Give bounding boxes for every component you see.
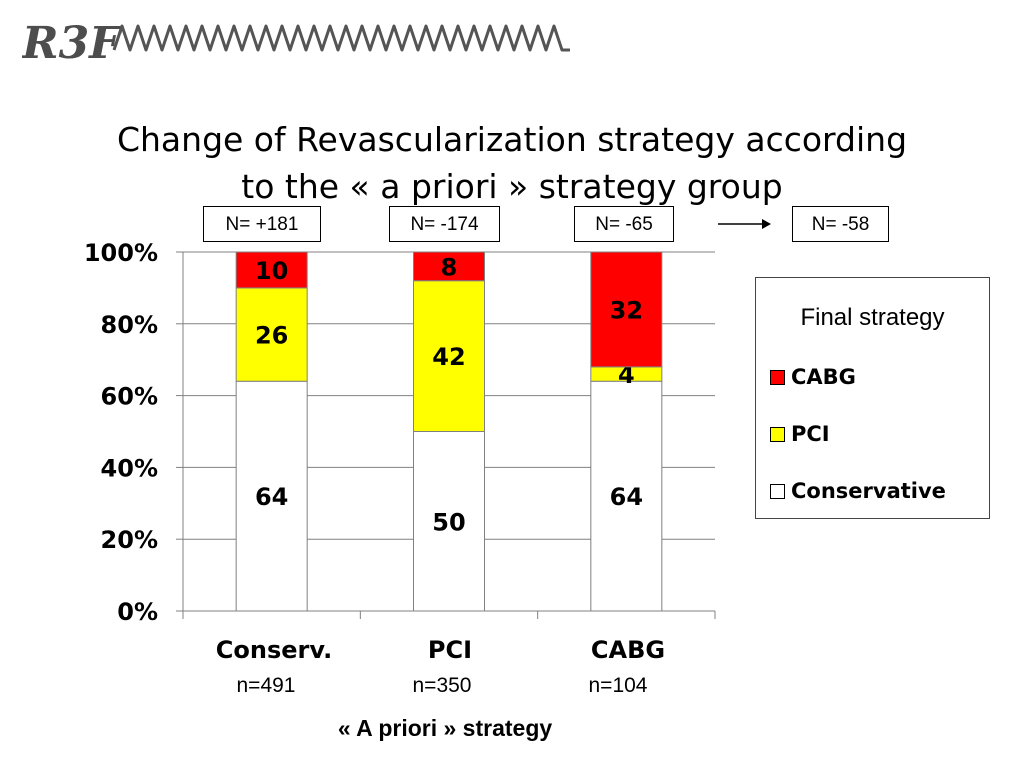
x-axis-title: « A priori » strategy [337, 715, 553, 741]
bar-segment [413, 280, 485, 432]
bar-segment [590, 380, 663, 612]
page-title-line1: Change of Revascularization strategy acc… [116, 120, 908, 159]
x-category-label: CABG [590, 636, 666, 664]
x-category-label: Conserv. [215, 636, 333, 664]
legend-swatch-cabg [770, 369, 785, 385]
data-label: 42 [432, 343, 465, 371]
data-label: 10 [255, 257, 288, 285]
bar-segment [413, 431, 485, 612]
y-tick-label: 100% [84, 239, 158, 267]
data-label: 8 [441, 253, 458, 281]
legend-item-conservative: Conservative [770, 478, 946, 504]
n-box-conserv: N= +181 [203, 206, 321, 242]
page-title-line2: to the « a priori » strategy group [241, 167, 783, 206]
legend-label: Conservative [791, 479, 946, 503]
x-category-count: n=104 [588, 674, 648, 697]
legend: Final strategy CABG PCI Conservative [755, 277, 990, 519]
legend-swatch-pci [770, 426, 785, 442]
legend-item-pci: PCI [770, 421, 830, 447]
y-tick-label: 0% [117, 598, 158, 626]
arrow-right-icon [718, 219, 771, 229]
legend-swatch-conservative [770, 483, 785, 499]
n-box-final: N= -58 [792, 206, 889, 242]
y-tick-label: 60% [101, 383, 158, 411]
r3f-logo: R3F [22, 18, 570, 69]
legend-title: Final strategy [800, 304, 945, 331]
data-label: 50 [432, 508, 465, 536]
data-label: 64 [610, 483, 643, 511]
bar-segment [235, 380, 308, 612]
legend-item-cabg: CABG [770, 364, 856, 390]
x-category-count: n=491 [236, 674, 296, 697]
data-label: 32 [610, 296, 643, 324]
data-label: 26 [255, 322, 288, 350]
logo-text: R3F [22, 18, 123, 69]
legend-label: CABG [791, 365, 856, 389]
x-category-count: n=350 [412, 674, 472, 697]
ecg-wave [112, 24, 570, 52]
bar-segment [590, 251, 663, 368]
y-tick-label: 80% [101, 311, 158, 339]
y-tick-label: 20% [101, 526, 158, 554]
n-box-cabg: N= -65 [574, 206, 674, 242]
data-label: 64 [255, 483, 288, 511]
data-label: 4 [618, 361, 635, 389]
bar-segment [413, 251, 485, 282]
legend-label: PCI [791, 422, 830, 446]
bar-segment [235, 251, 308, 289]
y-tick-label: 40% [101, 454, 158, 482]
x-category-label: PCI [427, 636, 473, 664]
n-box-pci: N= -174 [389, 206, 500, 242]
